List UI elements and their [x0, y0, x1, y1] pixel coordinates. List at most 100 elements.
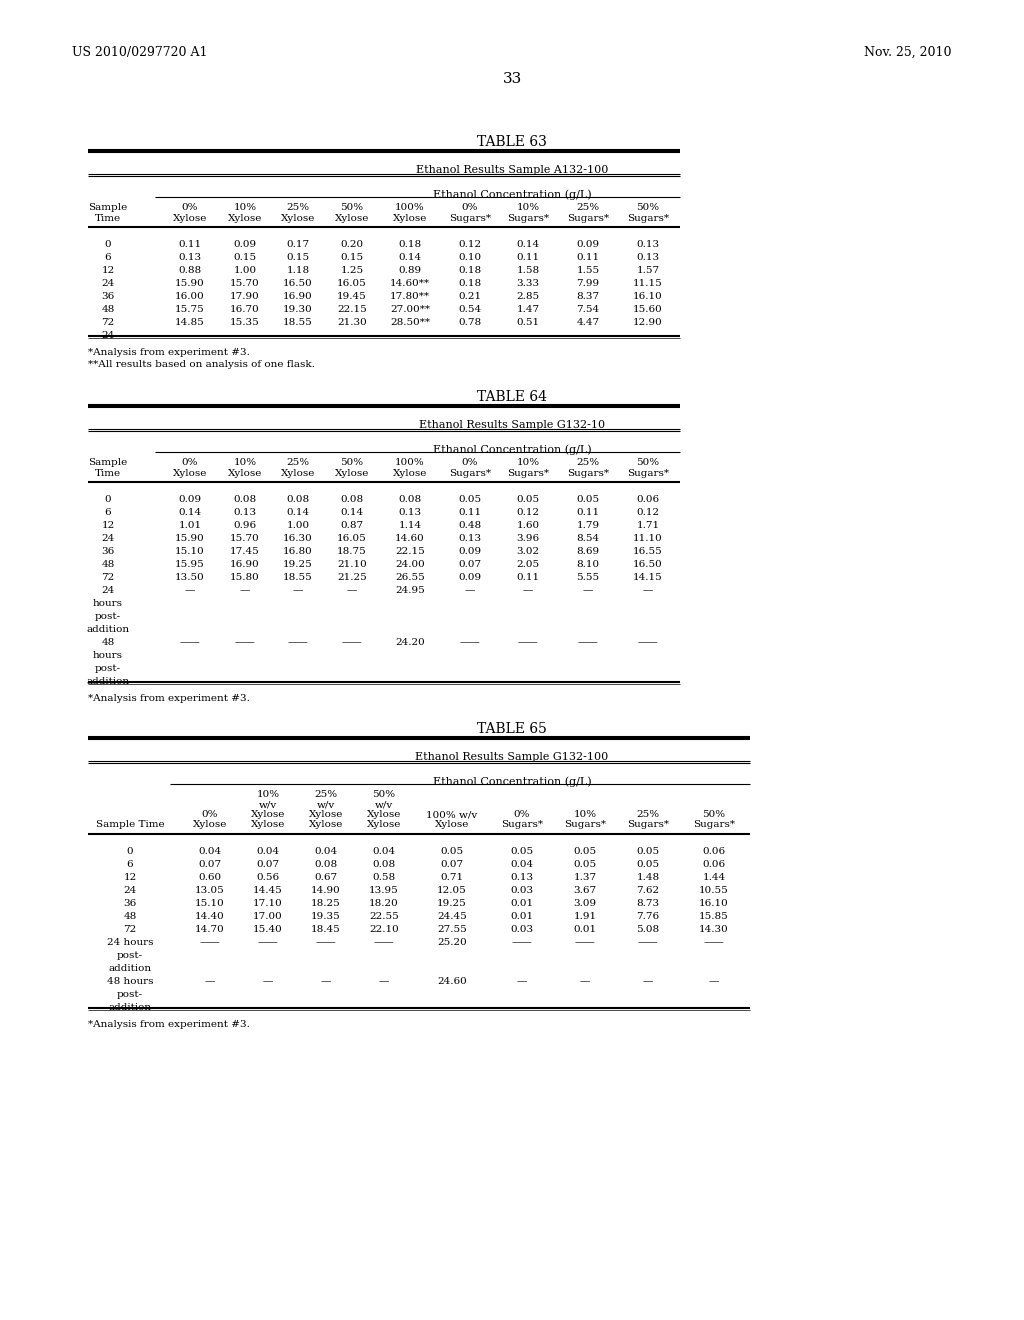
Text: 0.20: 0.20 [340, 240, 364, 249]
Text: 25%: 25% [287, 458, 309, 467]
Text: 27.55: 27.55 [437, 925, 467, 935]
Text: 1.18: 1.18 [287, 267, 309, 275]
Text: 48: 48 [101, 305, 115, 314]
Text: —: — [583, 586, 593, 595]
Text: 16.00: 16.00 [175, 292, 205, 301]
Text: 26.55: 26.55 [395, 573, 425, 582]
Text: 1.00: 1.00 [287, 521, 309, 531]
Text: Xylose: Xylose [435, 820, 469, 829]
Text: Ethanol Results Sample G132-10: Ethanol Results Sample G132-10 [419, 420, 605, 430]
Text: 0.05: 0.05 [440, 847, 464, 855]
Text: 24: 24 [101, 586, 115, 595]
Text: —: — [517, 977, 527, 986]
Text: 25%: 25% [577, 458, 600, 467]
Text: 0.48: 0.48 [459, 521, 481, 531]
Text: Xylose: Xylose [309, 810, 343, 818]
Text: —: — [379, 977, 389, 986]
Text: Sugars*: Sugars* [501, 820, 543, 829]
Text: 15.90: 15.90 [175, 279, 205, 288]
Text: 0.56: 0.56 [256, 873, 280, 882]
Text: Nov. 25, 2010: Nov. 25, 2010 [864, 46, 952, 59]
Text: 0.12: 0.12 [516, 508, 540, 517]
Text: 27.00**: 27.00** [390, 305, 430, 314]
Text: 0%: 0% [181, 458, 199, 467]
Text: 15.40: 15.40 [253, 925, 283, 935]
Text: Sugars*: Sugars* [693, 820, 735, 829]
Text: w/v: w/v [375, 800, 393, 809]
Text: w/v: w/v [259, 800, 278, 809]
Text: 21.30: 21.30 [337, 318, 367, 327]
Text: 33: 33 [503, 73, 521, 86]
Text: Sample: Sample [88, 203, 128, 213]
Text: 15.10: 15.10 [175, 546, 205, 556]
Text: 15.35: 15.35 [230, 318, 260, 327]
Text: 0.06: 0.06 [702, 861, 726, 869]
Text: —: — [580, 977, 590, 986]
Text: 14.40: 14.40 [196, 912, 225, 921]
Text: 10%: 10% [256, 789, 280, 799]
Text: 16.90: 16.90 [230, 560, 260, 569]
Text: 0.08: 0.08 [287, 495, 309, 504]
Text: 14.30: 14.30 [699, 925, 729, 935]
Text: 18.55: 18.55 [283, 318, 313, 327]
Text: 0.09: 0.09 [459, 573, 481, 582]
Text: Time: Time [95, 214, 121, 223]
Text: 16.90: 16.90 [283, 292, 313, 301]
Text: post-: post- [117, 950, 143, 960]
Text: 48 hours: 48 hours [106, 977, 154, 986]
Text: TABLE 64: TABLE 64 [477, 389, 547, 404]
Text: 12.05: 12.05 [437, 886, 467, 895]
Text: 10.55: 10.55 [699, 886, 729, 895]
Text: 0.12: 0.12 [459, 240, 481, 249]
Text: 14.60: 14.60 [395, 535, 425, 543]
Text: Xylose: Xylose [393, 469, 427, 478]
Text: 17.45: 17.45 [230, 546, 260, 556]
Text: 17.80**: 17.80** [390, 292, 430, 301]
Text: *Analysis from experiment #3.: *Analysis from experiment #3. [88, 694, 250, 704]
Text: 50%: 50% [637, 203, 659, 213]
Text: 24.95: 24.95 [395, 586, 425, 595]
Text: 0.10: 0.10 [459, 253, 481, 261]
Text: 0.96: 0.96 [233, 521, 257, 531]
Text: 11.15: 11.15 [633, 279, 663, 288]
Text: addition: addition [86, 677, 130, 686]
Text: 50%: 50% [340, 458, 364, 467]
Text: 24.20: 24.20 [395, 638, 425, 647]
Text: Sugars*: Sugars* [567, 469, 609, 478]
Text: ——: —— [578, 638, 598, 647]
Text: 24: 24 [123, 886, 136, 895]
Text: 0.17: 0.17 [287, 240, 309, 249]
Text: 5.08: 5.08 [637, 925, 659, 935]
Text: Xylose: Xylose [251, 810, 286, 818]
Text: 15.10: 15.10 [196, 899, 225, 908]
Text: 3.96: 3.96 [516, 535, 540, 543]
Text: ——: —— [288, 638, 308, 647]
Text: 1.60: 1.60 [516, 521, 540, 531]
Text: 1.91: 1.91 [573, 912, 597, 921]
Text: 0.13: 0.13 [178, 253, 202, 261]
Text: 0.11: 0.11 [577, 253, 600, 261]
Text: 4.47: 4.47 [577, 318, 600, 327]
Text: 0.51: 0.51 [516, 318, 540, 327]
Text: 15.60: 15.60 [633, 305, 663, 314]
Text: 48: 48 [101, 560, 115, 569]
Text: 0.09: 0.09 [178, 495, 202, 504]
Text: 1.48: 1.48 [637, 873, 659, 882]
Text: 0.67: 0.67 [314, 873, 338, 882]
Text: 0.13: 0.13 [637, 240, 659, 249]
Text: 19.25: 19.25 [283, 560, 313, 569]
Text: 0: 0 [104, 240, 112, 249]
Text: 0.04: 0.04 [314, 847, 338, 855]
Text: 17.10: 17.10 [253, 899, 283, 908]
Text: 0.87: 0.87 [340, 521, 364, 531]
Text: US 2010/0297720 A1: US 2010/0297720 A1 [72, 46, 208, 59]
Text: 0.13: 0.13 [459, 535, 481, 543]
Text: post-: post- [95, 612, 121, 620]
Text: 0.78: 0.78 [459, 318, 481, 327]
Text: 36: 36 [101, 292, 115, 301]
Text: 16.10: 16.10 [633, 292, 663, 301]
Text: 0.13: 0.13 [233, 508, 257, 517]
Text: 0.05: 0.05 [510, 847, 534, 855]
Text: 7.76: 7.76 [637, 912, 659, 921]
Text: 28.50**: 28.50** [390, 318, 430, 327]
